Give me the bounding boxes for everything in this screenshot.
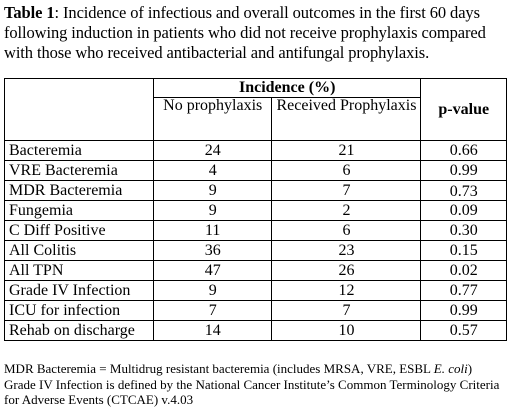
no-prophylaxis-value: 24 bbox=[152, 140, 273, 161]
table-row: Rehab on discharge 14 10 0.57 bbox=[4, 320, 507, 341]
outcome-name: All TPN bbox=[4, 260, 154, 281]
p-value: 0.57 bbox=[420, 320, 507, 341]
received-prophylaxis-value: 10 bbox=[271, 320, 422, 341]
table-caption-label: Table 1 bbox=[4, 3, 55, 22]
table-footnotes: MDR Bacteremia = Multidrug resistant bac… bbox=[4, 361, 516, 408]
received-prophylaxis-value: 12 bbox=[271, 280, 422, 301]
received-prophylaxis-value: 2 bbox=[271, 200, 422, 221]
footnote-mdr-italic: E. coli bbox=[433, 361, 468, 376]
p-value: 0.99 bbox=[420, 160, 507, 181]
no-prophylaxis-value: 47 bbox=[152, 260, 273, 281]
footnote-mdr: MDR Bacteremia = Multidrug resistant bac… bbox=[4, 361, 516, 377]
p-value: 0.73 bbox=[420, 180, 507, 201]
received-prophylaxis-header: Received Prophylaxis bbox=[271, 97, 422, 141]
no-prophylaxis-value: 9 bbox=[152, 200, 273, 221]
table-row: All Colitis 36 23 0.15 bbox=[4, 240, 507, 261]
outcome-name: VRE Bacteremia bbox=[4, 160, 154, 181]
outcome-name: Rehab on discharge bbox=[4, 320, 154, 341]
table-row: Fungemia 9 2 0.09 bbox=[4, 200, 507, 221]
p-value: 0.99 bbox=[420, 300, 507, 321]
no-prophylaxis-value: 9 bbox=[152, 280, 273, 301]
received-prophylaxis-value: 7 bbox=[271, 300, 422, 321]
no-prophylaxis-header: No prophylaxis bbox=[152, 97, 273, 141]
header-blank-cell bbox=[4, 78, 154, 141]
outcome-name: C Diff Positive bbox=[4, 220, 154, 241]
table-row: ICU for infection 7 7 0.99 bbox=[4, 300, 507, 321]
footnote-mdr-end: ) bbox=[467, 361, 473, 376]
outcome-name: Fungemia bbox=[4, 200, 154, 221]
outcome-name: All Colitis bbox=[4, 240, 154, 261]
no-prophylaxis-value: 11 bbox=[152, 220, 273, 241]
p-value: 0.02 bbox=[420, 260, 507, 281]
header-row-top: Incidence (%) p-value bbox=[4, 78, 507, 141]
table-row: Grade IV Infection 9 12 0.77 bbox=[4, 280, 507, 301]
incidence-header: Incidence (%) bbox=[152, 78, 422, 98]
no-prophylaxis-value: 36 bbox=[152, 240, 273, 261]
received-prophylaxis-value: 26 bbox=[271, 260, 422, 281]
received-prophylaxis-value: 7 bbox=[271, 180, 422, 201]
footnote-mdr-text: MDR Bacteremia = Multidrug resistant bac… bbox=[4, 361, 434, 376]
no-prophylaxis-value: 9 bbox=[152, 180, 273, 201]
p-value: 0.09 bbox=[420, 200, 507, 221]
p-value: 0.66 bbox=[420, 140, 507, 161]
table-caption: Table 1: Incidence of infectious and ove… bbox=[4, 3, 516, 63]
footnote-grade-iv: Grade IV Infection is defined by the Nat… bbox=[4, 376, 500, 408]
table-row: Bacteremia 24 21 0.66 bbox=[4, 140, 507, 161]
outcome-name: ICU for infection bbox=[4, 300, 154, 321]
results-table: Incidence (%) p-value No prophylaxis Rec… bbox=[4, 78, 507, 341]
received-prophylaxis-value: 6 bbox=[271, 220, 422, 241]
table-row: C Diff Positive 11 6 0.30 bbox=[4, 220, 507, 241]
no-prophylaxis-value: 4 bbox=[152, 160, 273, 181]
outcome-name: Grade IV Infection bbox=[4, 280, 154, 301]
no-prophylaxis-value: 14 bbox=[152, 320, 273, 341]
p-value: 0.30 bbox=[420, 220, 507, 241]
outcome-name: Bacteremia bbox=[4, 140, 154, 161]
header-row-sub: No prophylaxis Received Prophylaxis bbox=[5, 97, 507, 141]
received-prophylaxis-value: 23 bbox=[271, 240, 422, 261]
no-prophylaxis-value: 7 bbox=[152, 300, 273, 321]
p-value: 0.15 bbox=[420, 240, 507, 261]
p-value: 0.77 bbox=[420, 280, 507, 301]
pvalue-header: p-value bbox=[420, 78, 507, 141]
outcome-name: MDR Bacteremia bbox=[4, 180, 154, 201]
received-prophylaxis-value: 6 bbox=[271, 160, 422, 181]
received-prophylaxis-value: 21 bbox=[271, 140, 422, 161]
table-row: MDR Bacteremia 9 7 0.73 bbox=[4, 180, 507, 201]
table-row: All TPN 47 26 0.02 bbox=[4, 260, 507, 281]
table-caption-text: : Incidence of infectious and overall ou… bbox=[4, 3, 486, 62]
table-row: VRE Bacteremia 4 6 0.99 bbox=[4, 160, 507, 181]
